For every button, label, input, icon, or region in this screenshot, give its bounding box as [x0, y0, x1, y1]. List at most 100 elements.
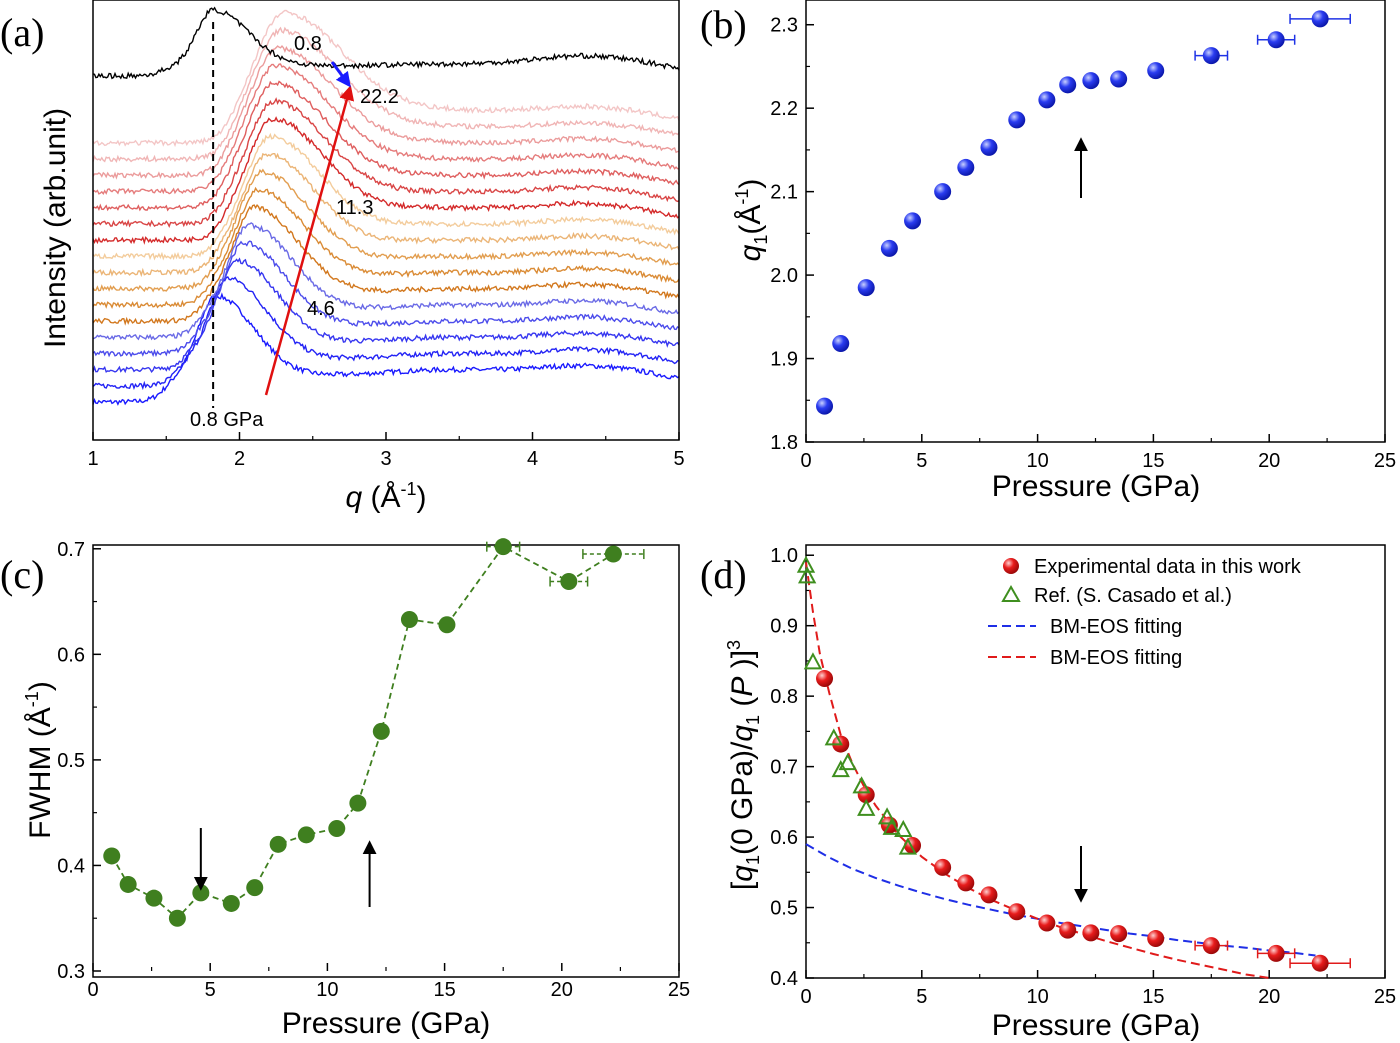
b-x-tick-label: 15 — [1142, 450, 1164, 472]
c-point — [222, 894, 240, 912]
legend-marker-experimental — [1003, 558, 1019, 574]
c-x-tick-label: 5 — [205, 979, 216, 1001]
a-curve-2.6 — [92, 257, 680, 374]
d-point-experimental — [1110, 925, 1128, 943]
a-curve-3.6 — [92, 240, 680, 358]
legend-text-reference: Ref. (S. Casado et al.) — [1034, 585, 1232, 607]
c-connecting-line — [111, 545, 614, 920]
b-point — [1082, 72, 1100, 90]
c-point — [372, 722, 390, 740]
d-point-reference — [852, 776, 871, 794]
c-y-tick-label: 0.6 — [57, 644, 85, 666]
a-label-start-pressure: 0.8 GPa — [190, 409, 264, 431]
d-y-tick-label: 0.9 — [770, 616, 798, 638]
b-plot-frame — [805, 0, 1386, 443]
a-curve-13.5 — [92, 80, 680, 212]
a-label-low-pressure: 4.6 — [307, 298, 335, 320]
a-plot-frame — [92, 0, 680, 441]
panel-d-letter: (d) — [700, 552, 747, 597]
panel-b-letter: (b) — [700, 2, 747, 47]
b-y-tick-label: 2.0 — [770, 265, 798, 287]
c-x-tick-label: 10 — [316, 979, 338, 1001]
a-x-tick-label: 4 — [527, 448, 538, 470]
b-x-tick-label: 5 — [916, 450, 927, 472]
c-series — [103, 538, 645, 927]
b-axis-ticks: 0 5 10 15 20 25 1.8 1.9 2.0 2.1 2.2 2.3 — [770, 15, 1396, 472]
b-point — [1147, 62, 1165, 80]
a-curve-4.6 — [92, 222, 680, 341]
d-point-experimental — [1311, 954, 1329, 972]
c-point — [297, 826, 315, 844]
d-point-experimental — [816, 670, 834, 688]
legend-text-red-fit: BM-EOS fitting — [1050, 647, 1182, 669]
a-curves — [92, 6, 680, 406]
b-point — [832, 335, 850, 353]
d-x-axis-title: Pressure (GPa) — [992, 1009, 1200, 1042]
a-label-mid-pressure: 11.3 — [336, 197, 373, 219]
b-x-axis-title: Pressure (GPa) — [992, 470, 1200, 503]
a-curve-15.1 — [92, 63, 680, 195]
d-y-tick-label: 0.8 — [770, 686, 798, 708]
d-fit-line-0 — [805, 843, 1316, 957]
c-point — [119, 875, 137, 893]
c-x-axis-title: Pressure (GPa) — [282, 1007, 490, 1040]
b-point — [1008, 111, 1026, 129]
d-point-experimental — [1267, 944, 1285, 962]
c-point — [246, 879, 264, 897]
c-point — [328, 820, 346, 837]
c-point — [438, 616, 456, 634]
b-y-tick-label: 1.9 — [770, 349, 798, 371]
d-series — [796, 555, 1352, 979]
b-point — [1059, 76, 1077, 94]
c-point — [604, 545, 622, 563]
d-point-experimental — [1059, 921, 1077, 939]
d-point-reference — [797, 566, 817, 584]
d-y-tick-label: 0.7 — [770, 757, 798, 779]
b-point — [904, 212, 922, 230]
d-x-tick-label: 0 — [800, 986, 811, 1008]
panel-a: (a) 0.8 22.2 11.3 4.6 0.8 GPa 1 2 3 4 5 q (Å… — [0, 0, 685, 514]
b-x-tick-label: 0 — [800, 450, 811, 472]
b-x-tick-label: 20 — [1258, 450, 1280, 472]
d-x-tick-label: 15 — [1142, 986, 1164, 1008]
b-point — [857, 279, 875, 297]
a-label-decompressed: 0.8 — [294, 33, 322, 55]
b-point — [1267, 31, 1285, 49]
b-y-tick-label: 2.3 — [770, 15, 798, 37]
b-y-tick-label: 2.2 — [770, 98, 798, 120]
panel-c: (c) 0 5 10 15 20 25 0.3 0.4 0.5 0.6 0.7 Pressure (… — [0, 538, 690, 1040]
b-y-axis-title: q1(Å-1) — [732, 179, 771, 262]
d-point-reference — [824, 728, 843, 746]
a-curve-10.4 — [92, 132, 680, 261]
a-curve-11.3 — [92, 116, 680, 245]
d-y-axis-title: [q1(0 GPa)/q1 (P )]3 — [724, 640, 763, 890]
panel-c-letter: (c) — [0, 552, 44, 597]
a-curve-17.5 — [92, 45, 680, 180]
a-y-axis-title: Intensity (arb.unit) — [39, 108, 72, 348]
a-curve-9.1 — [92, 152, 680, 278]
b-y-tick-label: 2.1 — [770, 182, 798, 204]
legend-text-experimental: Experimental data in this work — [1034, 556, 1302, 578]
b-point — [880, 239, 898, 257]
a-curve-decompressed — [92, 6, 680, 80]
b-point — [816, 397, 834, 415]
c-x-tick-label: 25 — [668, 979, 690, 1001]
a-x-tick-label: 5 — [673, 448, 684, 470]
c-point — [269, 835, 287, 853]
c-point — [145, 889, 163, 907]
a-curve-20.3 — [92, 26, 680, 163]
c-x-tick-label: 15 — [433, 979, 455, 1001]
d-legend: Experimental data in this work Ref. (S. … — [988, 556, 1302, 669]
c-x-tick-label: 0 — [87, 979, 98, 1001]
b-point — [934, 183, 952, 201]
c-point — [560, 573, 578, 590]
c-y-tick-label: 0.5 — [57, 750, 85, 772]
a-curve-12.3 — [92, 97, 680, 228]
d-point-reference — [894, 819, 913, 838]
b-x-tick-label: 10 — [1026, 450, 1048, 472]
d-point-reference — [898, 837, 918, 855]
a-x-tick-label: 3 — [380, 448, 391, 470]
d-fit-line-1 — [805, 562, 1270, 979]
d-point-experimental — [1038, 914, 1056, 932]
a-label-max-pressure: 22.2 — [360, 86, 399, 108]
